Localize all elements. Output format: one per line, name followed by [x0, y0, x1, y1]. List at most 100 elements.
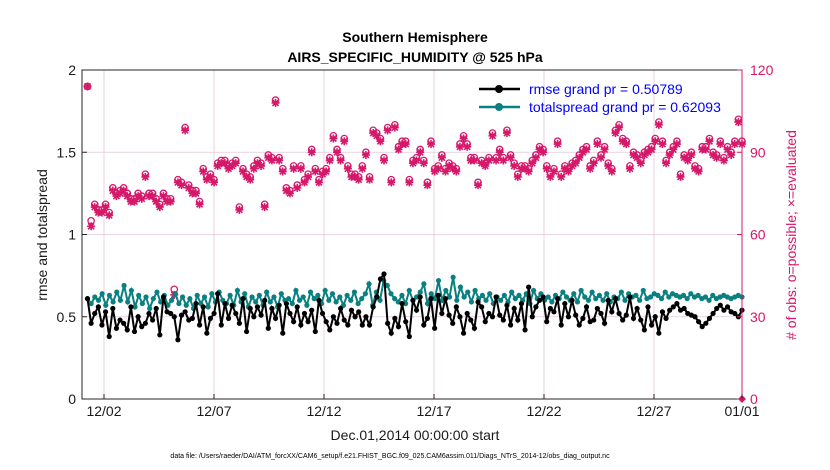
obs-evaluated-marker: [246, 175, 255, 184]
rmse-point: [717, 302, 723, 308]
rmse-point: [113, 325, 120, 331]
series-layer: [83, 82, 746, 403]
obs-evaluated-marker: [307, 148, 316, 157]
rmse-point: [262, 297, 268, 303]
obs-evaluated-marker: [416, 148, 425, 157]
obs-evaluated-marker: [354, 175, 363, 184]
totalspread-point: [702, 294, 709, 300]
rmse-point: [533, 304, 539, 310]
rmse-point: [327, 327, 333, 333]
y-axis-label: rmse and totalspread: [34, 169, 50, 301]
obs-evaluated-marker: [495, 148, 504, 157]
obs-evaluated-marker: [289, 164, 298, 173]
obs-evaluated-marker: [282, 186, 291, 195]
rmse-point: [551, 309, 557, 315]
totalspread-point: [176, 300, 182, 307]
obs-evaluated-marker: [166, 197, 175, 206]
obs-evaluated-marker: [705, 137, 714, 146]
obs-evaluated-marker: [437, 153, 446, 162]
obs-evaluated-marker: [173, 178, 182, 187]
rmse-point: [634, 305, 640, 312]
rmse-point: [298, 322, 304, 328]
totalspread-point: [384, 282, 390, 289]
totalspread-point: [114, 289, 120, 295]
chart-subtitle: AIRS_SPECIFIC_HUMIDITY @ 525 hPa: [287, 49, 543, 65]
obs-evaluated-marker: [83, 82, 92, 91]
totalspread-point: [498, 297, 504, 303]
obs-evaluated-marker: [242, 172, 251, 181]
obs-evaluated-marker: [564, 167, 573, 176]
rmse-point: [540, 294, 546, 300]
obs-evaluated-marker: [101, 203, 110, 212]
totalspread-point: [99, 291, 105, 297]
x-tick-label: 12/17: [416, 403, 451, 419]
totalspread-point: [578, 287, 584, 294]
obs-evaluated-marker: [152, 197, 161, 206]
obs-evaluated-marker: [734, 118, 743, 127]
obs-evaluated-marker: [445, 161, 454, 170]
obs-evaluated-marker: [680, 153, 689, 162]
obs-evaluated-marker: [383, 126, 392, 135]
obs-evaluated-marker: [322, 167, 331, 176]
obs-evaluated-marker: [499, 156, 508, 165]
totalspread-point: [326, 297, 332, 303]
obs-evaluated-marker: [557, 172, 566, 181]
rmse-point: [92, 310, 98, 317]
obs-evaluated-marker: [257, 161, 266, 170]
totalspread-point: [286, 296, 292, 302]
obs-evaluated-marker: [470, 156, 479, 165]
obs-evaluated-marker: [206, 172, 215, 181]
rmse-point: [341, 317, 347, 323]
rmse-point: [486, 310, 492, 317]
obs-evaluated-marker: [701, 145, 710, 154]
rmse-point: [319, 310, 326, 317]
rmse-point: [366, 322, 373, 328]
x-tick-label: 12/27: [636, 403, 671, 419]
rmse-point: [583, 304, 590, 310]
rmse-point: [175, 337, 181, 343]
rmse-point: [732, 310, 738, 317]
obs-evaluated-marker: [119, 186, 128, 195]
totalspread-point: [706, 297, 712, 303]
legend-rmse-label: rmse grand pr = 0.50789: [529, 81, 683, 97]
obs-evaluated-marker: [640, 150, 649, 159]
totalspread-point: [293, 287, 299, 294]
obs-evaluated-marker: [87, 222, 96, 231]
rmse-point: [479, 304, 485, 310]
rmse-point: [254, 304, 261, 310]
rmse-point: [225, 315, 232, 321]
rmse-point: [536, 297, 543, 303]
totalspread-point: [359, 296, 365, 302]
totalspread-point: [209, 291, 215, 297]
totalspread-point: [187, 296, 193, 302]
rmse-point: [370, 304, 376, 310]
totalspread-point: [680, 292, 687, 298]
totalspread-point: [446, 294, 453, 300]
rmse-point: [218, 322, 224, 328]
rmse-point: [724, 304, 731, 310]
rmse-point: [612, 296, 619, 302]
totalspread-point: [666, 294, 672, 300]
totalspread-point: [267, 299, 273, 305]
obs-evaluated-marker: [683, 156, 692, 165]
obs-evaluated-marker: [108, 186, 117, 195]
totalspread-point: [201, 294, 208, 300]
totalspread-point: [296, 297, 303, 303]
obs-evaluated-marker: [596, 153, 605, 162]
totalspread-point: [388, 291, 394, 297]
totalspread-point: [117, 297, 124, 303]
obs-evaluated-marker: [318, 170, 327, 179]
rmse-point: [489, 314, 496, 320]
rmse-point: [507, 322, 514, 328]
obs-evaluated-marker: [730, 140, 739, 149]
rmse-point: [667, 307, 673, 313]
totalspread-point: [450, 274, 456, 280]
rmse-point: [247, 305, 253, 312]
rmse-point: [703, 320, 709, 326]
rmse-point: [529, 314, 535, 320]
totalspread-point: [483, 297, 489, 303]
obs-evaluated-marker: [629, 150, 638, 159]
totalspread-point: [168, 297, 175, 303]
obs-evaluated-marker: [267, 156, 276, 165]
totalspread-point: [435, 277, 442, 284]
